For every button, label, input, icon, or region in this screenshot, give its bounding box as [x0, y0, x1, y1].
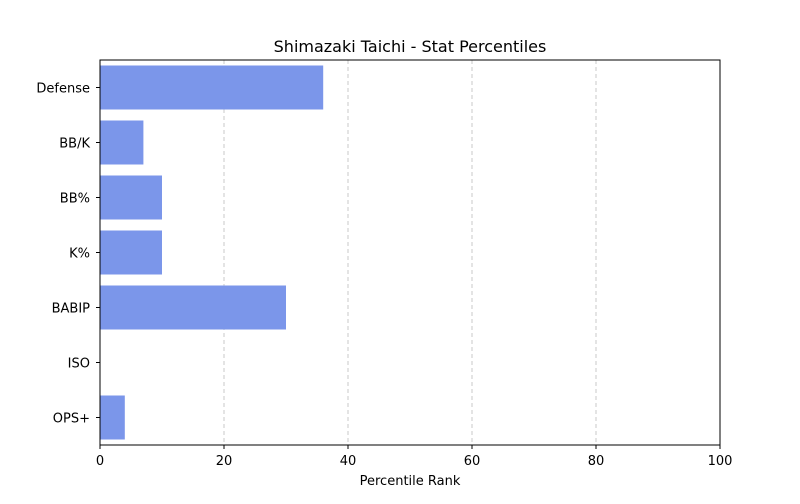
gridlines [99, 60, 721, 445]
y-tick-label: BABIP [52, 302, 91, 317]
bar-bb-k [100, 120, 144, 165]
x-tick-label: 0 [96, 454, 104, 469]
chart-title: Shimazaki Taichi - Stat Percentiles [274, 37, 547, 56]
x-tick-label: 60 [464, 454, 481, 469]
bar-k- [100, 230, 162, 275]
y-tick-label: Defense [36, 82, 90, 97]
plot-frame [99, 59, 721, 446]
bar-babip [100, 285, 286, 330]
x-axis-ticks: 0 20 40 60 80 100 [96, 445, 733, 469]
x-tick-label: 20 [216, 454, 233, 469]
bar-bb- [100, 175, 162, 220]
bar-ops- [100, 395, 125, 440]
x-tick-label: 40 [340, 454, 357, 469]
y-axis-ticks: Defense BB/K BB% K% BABIP ISO OPS+ [36, 82, 100, 427]
bar-defense [100, 65, 324, 110]
y-tick-label: K% [69, 247, 90, 262]
bars [100, 65, 324, 440]
x-tick-label: 100 [708, 454, 733, 469]
x-tick-label: 80 [588, 454, 605, 469]
y-tick-label: OPS+ [53, 412, 90, 427]
x-axis-label: Percentile Rank [360, 474, 461, 489]
y-tick-label: BB% [60, 192, 90, 207]
y-tick-label: ISO [68, 357, 90, 372]
y-tick-label: BB/K [59, 137, 90, 152]
